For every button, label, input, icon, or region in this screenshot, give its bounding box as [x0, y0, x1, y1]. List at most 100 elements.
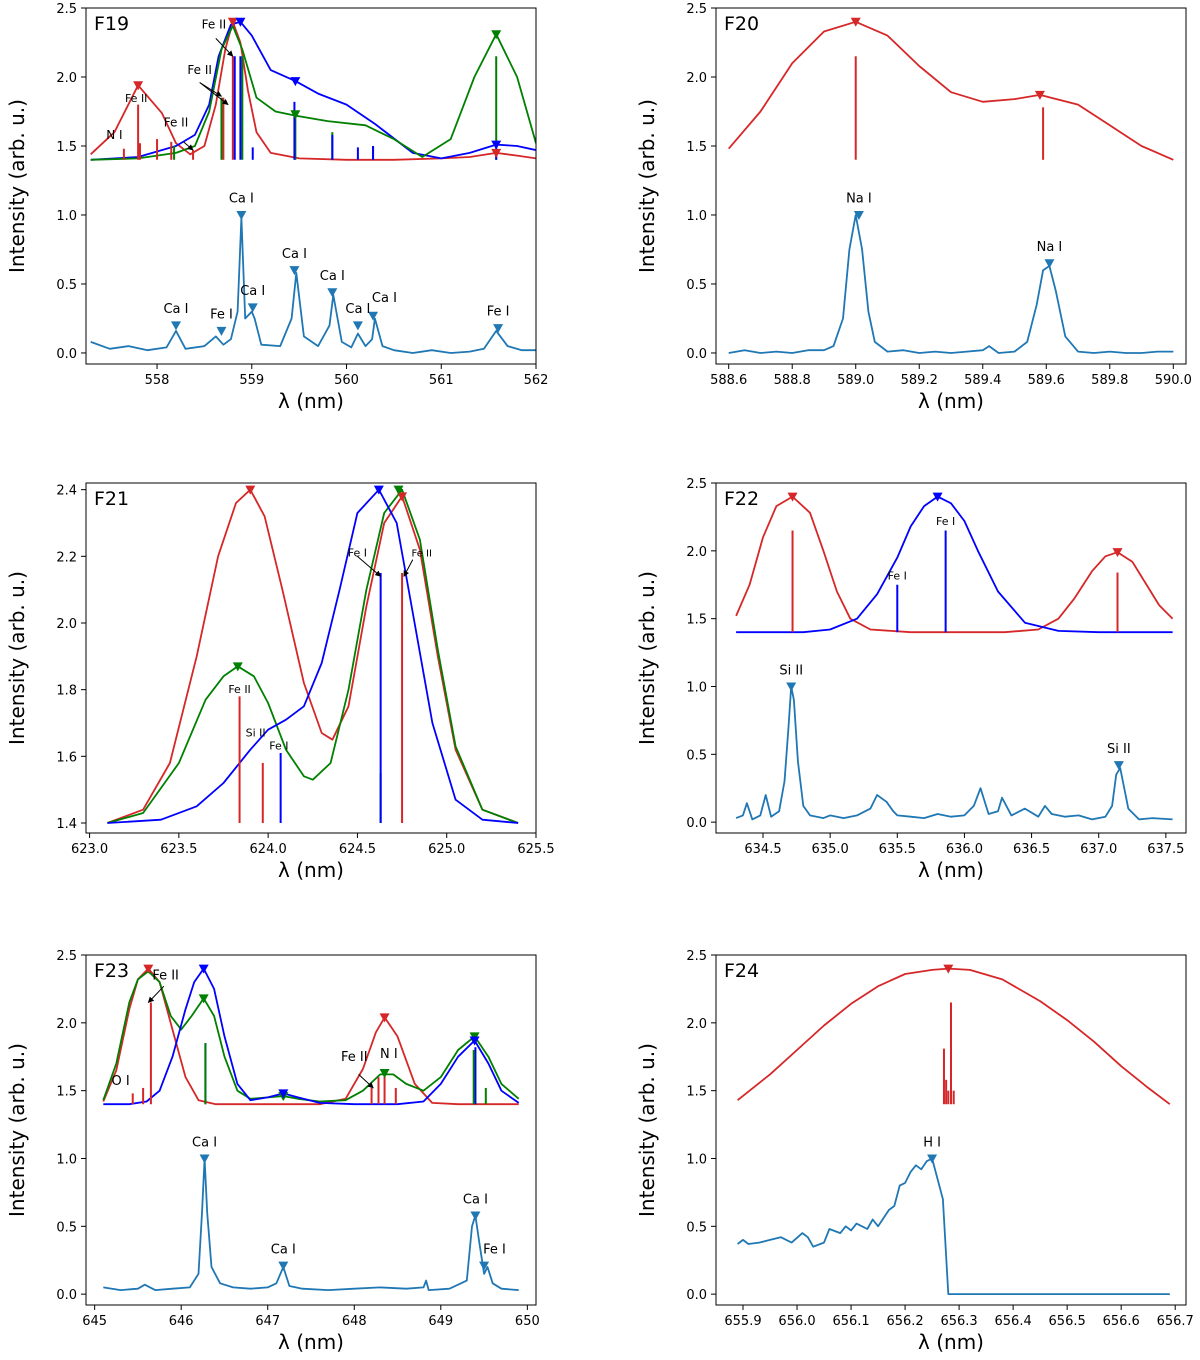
line-label-12: Ca I: [372, 291, 397, 306]
peak-marker-6: [290, 110, 301, 120]
line-label-3: Fe I: [348, 546, 367, 559]
line-label-0: H I: [923, 1135, 941, 1150]
peak-marker-1: [397, 492, 408, 502]
annotation-arrow-1: [358, 1074, 374, 1089]
peak-marker-9: [199, 1154, 210, 1164]
y-tick-label-4: 2.0: [686, 71, 707, 86]
series-line-2: [103, 967, 520, 1106]
y-tick-label-0: 0.0: [56, 347, 77, 362]
x-axis-label: λ (nm): [918, 1330, 984, 1354]
line-label-0: Fe II: [228, 683, 250, 696]
line-label-1: Si II: [246, 726, 266, 739]
line-label-4: Fe II: [411, 548, 431, 559]
peak-marker-2: [491, 148, 502, 158]
peak-marker-8: [171, 321, 181, 331]
x-tick-label-5: 650: [515, 1314, 540, 1329]
panel-f22: Fe I Fe I Si II Si II 634.5 635.0 635.5 636.0 63…: [635, 477, 1187, 882]
line-label-3: N I: [380, 1047, 398, 1062]
x-tick-label-4: 656.3: [940, 1314, 977, 1329]
peak-marker-2: [198, 994, 209, 1004]
y-tick-label-3: 2.0: [56, 617, 77, 632]
line-label-8: Ca I: [240, 284, 265, 299]
series-line-1: [107, 488, 519, 824]
line-label-11: Ca I: [345, 302, 370, 317]
y-tick-label-0: 0.0: [686, 347, 707, 362]
axes-frame: [715, 954, 1187, 1306]
series-line-2: [735, 685, 1173, 821]
y-axis-label: Intensity (arb. u.): [5, 99, 29, 273]
y-tick-label-0: 0.0: [686, 1288, 707, 1303]
axes-frame: [85, 482, 537, 834]
peak-marker-4: [379, 1069, 390, 1079]
line-label-3: Si II: [1107, 742, 1131, 757]
peak-marker-0: [943, 964, 954, 974]
line-label-7: Fe I: [210, 307, 233, 322]
y-tick-label-1: 0.5: [686, 1220, 707, 1235]
plot-area: [737, 967, 1171, 1295]
x-tick-label-1: 588.8: [774, 373, 811, 388]
x-tick-label-6: 589.8: [1091, 373, 1128, 388]
line-label-0: Fe I: [888, 569, 907, 582]
x-tick-label-1: 646: [169, 1314, 194, 1329]
peak-marker-13: [327, 288, 338, 298]
x-tick-label-5: 637.0: [1080, 842, 1117, 857]
peak-marker-10: [236, 210, 247, 220]
panel-title: F21: [94, 488, 129, 510]
series-line-0: [728, 20, 1174, 161]
line-label-6: Ca I: [163, 302, 188, 317]
peak-marker-7: [491, 30, 502, 40]
y-tick-label-5: 2.5: [56, 2, 77, 17]
series-line-3: [90, 216, 536, 354]
peak-marker-4: [1113, 761, 1124, 771]
peak-marker-1: [379, 1013, 390, 1023]
peak-marker-15: [368, 311, 379, 321]
y-tick-label-2: 1.0: [686, 1152, 707, 1167]
line-label-1: N I: [106, 128, 122, 142]
x-axis-label: λ (nm): [278, 389, 344, 413]
x-tick-label-2: 560: [334, 373, 359, 388]
x-tick-label-1: 623.5: [160, 842, 197, 857]
x-tick-label-4: 589.4: [964, 373, 1001, 388]
line-label-1: Fe I: [936, 515, 955, 528]
y-tick-label-5: 2.5: [56, 949, 77, 964]
series-line-0: [102, 967, 519, 1106]
line-label-13: Fe I: [487, 305, 510, 320]
y-tick-label-5: 2.5: [686, 949, 707, 964]
series-line-3: [103, 1157, 519, 1291]
peak-marker-1: [927, 1154, 938, 1164]
peak-marker-0: [850, 17, 861, 27]
y-tick-label-1: 0.5: [56, 1220, 77, 1235]
peak-marker-1: [1034, 90, 1045, 100]
y-tick-label-4: 2.0: [56, 1017, 77, 1032]
series-line-1: [728, 214, 1174, 354]
peak-marker-0: [245, 485, 256, 495]
panel-title: F23: [94, 960, 129, 982]
series-line-0: [735, 495, 1174, 634]
x-tick-label-6: 637.5: [1147, 842, 1184, 857]
peak-marker-8: [469, 1036, 480, 1046]
peak-marker-4: [290, 77, 301, 87]
annotation-arrow-0: [357, 555, 382, 577]
x-tick-label-7: 656.6: [1103, 1314, 1140, 1329]
y-axis-label: Intensity (arb. u.): [635, 571, 659, 745]
panel-title: F22: [724, 488, 759, 510]
y-tick-label-3: 1.5: [686, 140, 707, 155]
series-line-2: [107, 488, 519, 824]
line-label-2: Fe I: [269, 740, 288, 753]
y-tick-label-4: 2.0: [686, 545, 707, 560]
x-tick-label-3: 656.2: [886, 1314, 923, 1329]
y-axis-label: Intensity (arb. u.): [635, 1043, 659, 1217]
x-tick-label-0: 655.9: [724, 1314, 761, 1329]
series-line-1: [102, 970, 520, 1103]
peak-marker-12: [479, 1261, 490, 1271]
x-tick-label-5: 656.4: [995, 1314, 1032, 1329]
series-line-0: [90, 20, 536, 161]
line-label-5: Ca I: [229, 192, 254, 207]
y-tick-label-4: 2.0: [686, 1017, 707, 1032]
panel-title: F19: [94, 13, 129, 35]
x-tick-label-4: 649: [428, 1314, 453, 1329]
plot-area: [90, 20, 536, 354]
x-tick-label-8: 656.7: [1157, 1314, 1194, 1329]
axes-frame: [715, 482, 1187, 834]
